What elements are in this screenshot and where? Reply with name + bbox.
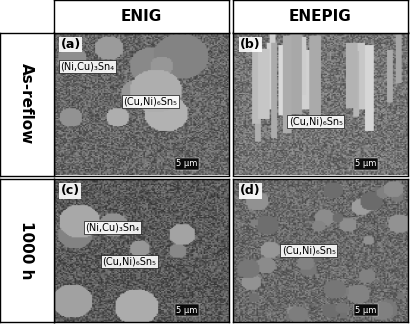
Text: (Ni,Cu)₃Sn₄: (Ni,Cu)₃Sn₄ [85,222,139,232]
Text: (a): (a) [61,38,81,51]
Text: ENEPIG: ENEPIG [289,9,352,24]
Text: 5 μm: 5 μm [355,306,377,315]
Text: 5 μm: 5 μm [355,159,377,168]
Text: 1000 h: 1000 h [19,221,34,280]
Text: As-reflow: As-reflow [19,63,34,145]
Text: (Cu,Ni)₆Sn₅: (Cu,Ni)₆Sn₅ [124,96,178,106]
Text: (b): (b) [240,38,260,51]
Text: 5 μm: 5 μm [176,159,197,168]
Text: (Cu,Ni)₆Sn₅: (Cu,Ni)₆Sn₅ [103,257,157,267]
Text: (Cu,Ni)₆Sn₅: (Cu,Ni)₆Sn₅ [289,116,343,126]
Text: ENIG: ENIG [120,9,162,24]
Text: (Ni,Cu)₃Sn₄: (Ni,Cu)₃Sn₄ [61,62,115,72]
Text: (d): (d) [240,185,260,198]
Text: (Cu,Ni)₆Sn₅: (Cu,Ni)₆Sn₅ [282,245,336,255]
Text: (c): (c) [61,185,80,198]
Text: 5 μm: 5 μm [176,306,197,315]
